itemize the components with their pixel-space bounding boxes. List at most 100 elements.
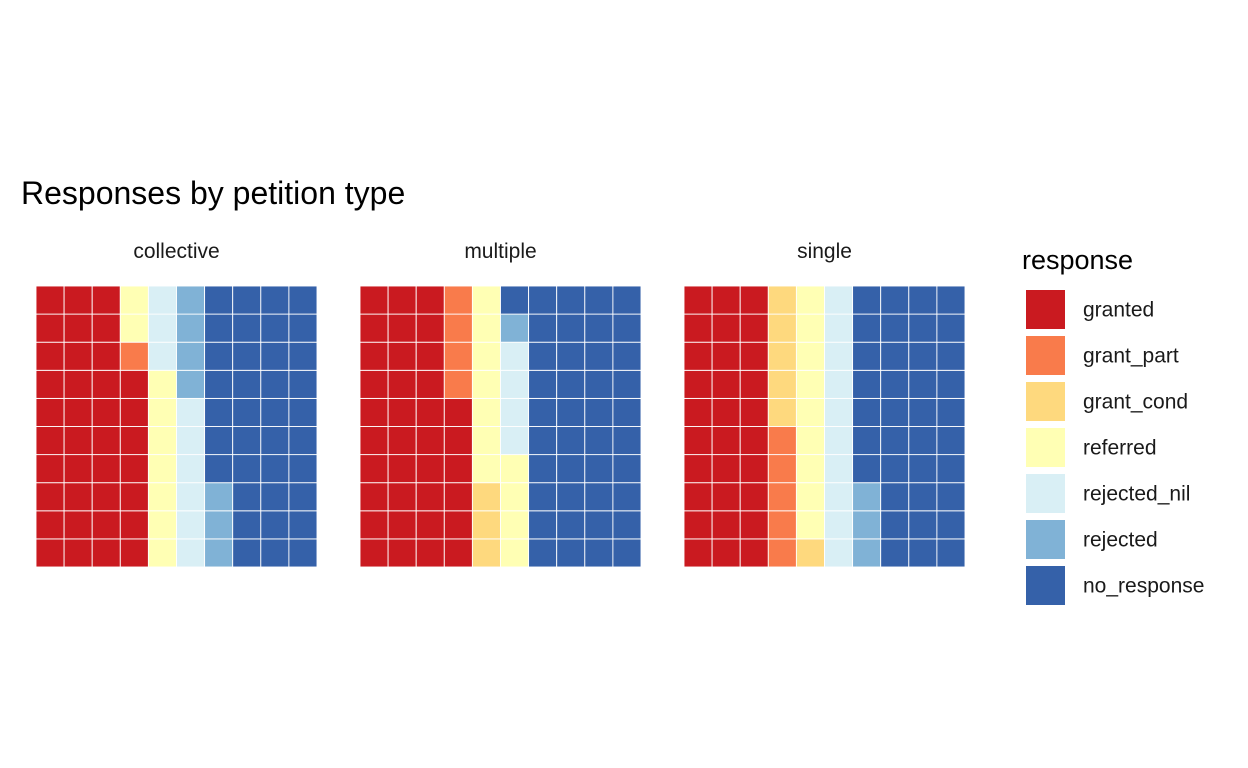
waffle-cell-rejected_nil xyxy=(500,369,530,399)
waffle-cell-granted xyxy=(91,369,121,399)
waffle-cell-no_response xyxy=(556,341,586,371)
waffle-cell-no_response xyxy=(908,369,938,399)
waffle-cell-grant_part xyxy=(443,369,473,399)
facet-panels: collective multiple single xyxy=(35,240,966,568)
waffle-cell-granted xyxy=(711,285,741,315)
waffle-cell-no_response xyxy=(936,369,966,399)
waffle-cell-granted xyxy=(359,426,389,456)
legend-swatch xyxy=(1026,520,1065,559)
waffle-cell-grant_cond xyxy=(471,510,501,540)
waffle-cell-no_response xyxy=(556,313,586,343)
waffle-cell-no_response xyxy=(204,454,234,484)
waffle-cell-no_response xyxy=(936,454,966,484)
waffle-cell-no_response xyxy=(232,285,262,315)
waffle-cell-no_response xyxy=(288,538,318,568)
waffle-cell-grant_part xyxy=(767,454,797,484)
waffle-cell-rejected_nil xyxy=(500,341,530,371)
waffle-cell-granted xyxy=(415,482,445,512)
waffle-cell-no_response xyxy=(880,285,910,315)
legend-item-rejected: rejected xyxy=(1026,520,1158,559)
waffle-cell-granted xyxy=(63,426,93,456)
legend-label: referred xyxy=(1083,437,1157,460)
waffle-cell-granted xyxy=(119,454,149,484)
waffle-cell-referred xyxy=(147,482,177,512)
waffle-cell-rejected_nil xyxy=(824,482,854,512)
waffle-cell-granted xyxy=(35,313,65,343)
waffle-cell-granted xyxy=(387,369,417,399)
legend-item-referred: referred xyxy=(1026,428,1157,467)
waffle-cell-no_response xyxy=(288,397,318,427)
waffle-cell-granted xyxy=(711,426,741,456)
waffle-cell-referred xyxy=(795,510,825,540)
waffle-cell-granted xyxy=(387,454,417,484)
legend-label: rejected xyxy=(1083,529,1158,552)
waffle-cell-grant_part xyxy=(767,482,797,512)
waffle-cell-referred xyxy=(500,538,530,568)
waffle-cell-no_response xyxy=(612,285,642,315)
legend-swatch xyxy=(1026,428,1065,467)
waffle-cell-referred xyxy=(119,285,149,315)
waffle-cell-no_response xyxy=(232,397,262,427)
waffle-cell-granted xyxy=(739,341,769,371)
waffle-cell-no_response xyxy=(556,538,586,568)
waffle-cell-no_response xyxy=(528,369,558,399)
waffle-cell-granted xyxy=(359,482,389,512)
waffle-cell-referred xyxy=(795,341,825,371)
waffle-cell-grant_cond xyxy=(767,341,797,371)
waffle-cell-referred xyxy=(795,369,825,399)
waffle-cell-granted xyxy=(387,482,417,512)
waffle-cell-no_response xyxy=(880,510,910,540)
waffle-cell-no_response xyxy=(880,426,910,456)
waffle-cell-granted xyxy=(739,510,769,540)
waffle-cell-granted xyxy=(387,313,417,343)
waffle-cell-grant_part xyxy=(767,426,797,456)
waffle-cell-granted xyxy=(63,454,93,484)
facet-single: single xyxy=(683,240,966,568)
waffle-cell-referred xyxy=(119,313,149,343)
waffle-cell-no_response xyxy=(528,538,558,568)
waffle-cell-granted xyxy=(119,482,149,512)
waffle-cell-granted xyxy=(91,454,121,484)
waffle-cell-no_response xyxy=(288,369,318,399)
legend-item-grant_cond: grant_cond xyxy=(1026,382,1188,421)
waffle-cell-no_response xyxy=(852,313,882,343)
waffle-cell-granted xyxy=(387,341,417,371)
waffle-cell-rejected xyxy=(176,341,206,371)
waffle-cell-referred xyxy=(795,426,825,456)
legend: response granted grant_part grant_condrefe… xyxy=(1022,245,1204,605)
waffle-cell-no_response xyxy=(260,510,290,540)
waffle-cell-no_response xyxy=(852,341,882,371)
waffle-cell-granted xyxy=(711,454,741,484)
waffle-cell-granted xyxy=(683,426,713,456)
waffle-cell-no_response xyxy=(880,538,910,568)
waffle-cell-rejected_nil xyxy=(147,285,177,315)
waffle-cell-no_response xyxy=(612,510,642,540)
waffle-cell-no_response xyxy=(260,426,290,456)
waffle-cell-no_response xyxy=(584,426,614,456)
waffle-cell-granted xyxy=(63,285,93,315)
waffle-cell-no_response xyxy=(880,397,910,427)
waffle-cell-granted xyxy=(35,341,65,371)
waffle-cell-no_response xyxy=(288,285,318,315)
waffle-cell-granted xyxy=(711,369,741,399)
waffle-cell-rejected_nil xyxy=(500,426,530,456)
waffle-cell-granted xyxy=(683,454,713,484)
facet-label: multiple xyxy=(464,240,536,263)
waffle-cell-no_response xyxy=(584,482,614,512)
waffle-cell-no_response xyxy=(232,538,262,568)
waffle-cell-no_response xyxy=(612,369,642,399)
waffle-cell-no_response xyxy=(556,426,586,456)
waffle-cell-granted xyxy=(35,454,65,484)
waffle-cell-rejected_nil xyxy=(824,369,854,399)
waffle-cell-granted xyxy=(119,397,149,427)
legend-swatch xyxy=(1026,382,1065,421)
waffle-cell-no_response xyxy=(880,369,910,399)
waffle-cell-granted xyxy=(739,397,769,427)
waffle-cell-granted xyxy=(711,397,741,427)
waffle-cell-no_response xyxy=(852,397,882,427)
waffle-cell-rejected_nil xyxy=(176,538,206,568)
waffle-cell-no_response xyxy=(528,397,558,427)
waffle-cell-rejected_nil xyxy=(824,510,854,540)
waffle-cell-no_response xyxy=(232,510,262,540)
